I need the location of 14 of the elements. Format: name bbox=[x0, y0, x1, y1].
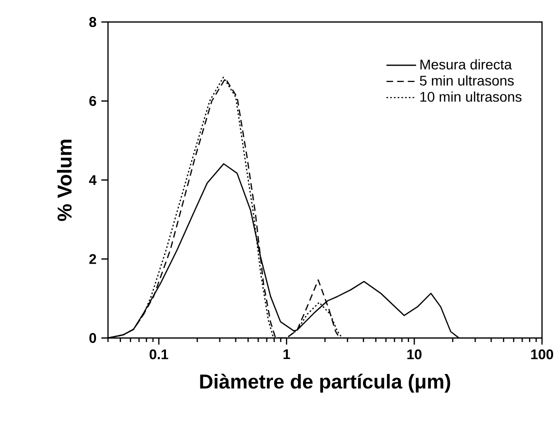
y-tick-label: 0 bbox=[89, 333, 96, 343]
legend-label: 5 min ultrasons bbox=[420, 75, 514, 86]
x-axis-title: Diàmetre de partícula (μm) bbox=[200, 374, 450, 393]
y-tick-label: 8 bbox=[89, 17, 96, 27]
y-axis-title: % Volum bbox=[56, 140, 72, 221]
legend-label: Mesura directa bbox=[420, 59, 512, 70]
y-tick-label: 6 bbox=[89, 96, 96, 106]
x-tick-label: 100 bbox=[531, 349, 554, 360]
y-tick-label: 4 bbox=[89, 175, 97, 185]
y-tick-label: 2 bbox=[89, 254, 96, 264]
x-tick-label: 10 bbox=[407, 349, 422, 360]
x-tick-label: 1 bbox=[284, 349, 290, 360]
x-tick-label: 0.1 bbox=[150, 349, 168, 360]
legend-label: 10 min ultrasons bbox=[420, 91, 522, 102]
